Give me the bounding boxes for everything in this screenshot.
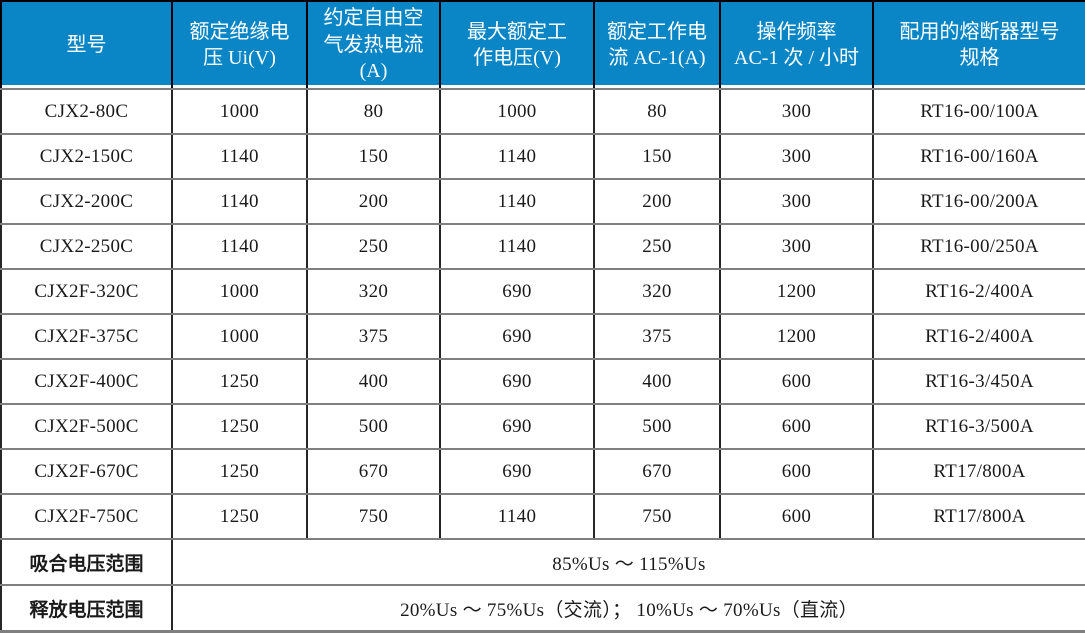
table-row: CJX2-80C 1000 80 1000 80 300 RT16-00/100A — [0, 88, 1085, 135]
value-cell: 300 — [719, 178, 874, 225]
value-cell: 300 — [719, 133, 874, 180]
value-cell: 1140 — [439, 178, 595, 225]
value-cell: 600 — [719, 358, 874, 405]
value-cell: 1140 — [171, 178, 308, 225]
release-voltage-value: 20%Us ～ 75%Us（交流）； 10%Us ～ 70%Us（直流） — [171, 584, 1085, 633]
value-cell: 690 — [439, 448, 595, 495]
value-cell: 1200 — [719, 268, 874, 315]
value-cell: 1140 — [171, 133, 308, 180]
table-row: CJX2F-670C 1250 670 690 670 600 RT17/800A — [0, 448, 1085, 495]
value-cell: 1000 — [171, 268, 308, 315]
col-header-fuse-spec: 配用的熔断器型号 规格 — [872, 0, 1085, 90]
value-cell: 500 — [593, 403, 721, 450]
value-cell: 80 — [593, 88, 721, 135]
value-cell: 1250 — [171, 448, 308, 495]
model-cell: CJX2F-500C — [0, 403, 173, 450]
pickup-voltage-label: 吸合电压范围 — [0, 538, 173, 586]
value-cell: RT16-3/500A — [872, 403, 1085, 450]
table-footer: 吸合电压范围 85%Us ～ 115%Us 释放电压范围 20%Us ～ 75%… — [0, 538, 1085, 633]
value-cell: RT16-00/200A — [872, 178, 1085, 225]
value-cell: RT16-00/100A — [872, 88, 1085, 135]
value-cell: 250 — [593, 223, 721, 270]
value-cell: RT16-00/160A — [872, 133, 1085, 180]
value-cell: 690 — [439, 403, 595, 450]
value-cell: 150 — [593, 133, 721, 180]
value-cell: 1140 — [439, 133, 595, 180]
table-header: 型号 额定绝缘电 压 Ui(V) 约定自由空 气发热电流 (A) 最大额定工 作… — [0, 0, 1085, 90]
value-cell: 690 — [439, 358, 595, 405]
value-cell: 320 — [593, 268, 721, 315]
value-cell: 400 — [593, 358, 721, 405]
value-cell: 1140 — [439, 223, 595, 270]
model-cell: CJX2-200C — [0, 178, 173, 225]
value-cell: RT17/800A — [872, 448, 1085, 495]
value-cell: 750 — [306, 493, 441, 540]
value-cell: 250 — [306, 223, 441, 270]
table-row: CJX2F-400C 1250 400 690 400 600 RT16-3/450A — [0, 358, 1085, 405]
value-cell: 400 — [306, 358, 441, 405]
value-cell: 200 — [593, 178, 721, 225]
release-voltage-row: 释放电压范围 20%Us ～ 75%Us（交流）； 10%Us ～ 70%Us（… — [0, 584, 1085, 633]
col-header-max-working-voltage: 最大额定工 作电压(V) — [439, 0, 595, 90]
col-header-model: 型号 — [0, 0, 173, 90]
model-cell: CJX2F-400C — [0, 358, 173, 405]
table-row: CJX2F-320C 1000 320 690 320 1200 RT16-2/400A — [0, 268, 1085, 315]
value-cell: 300 — [719, 223, 874, 270]
pickup-voltage-row: 吸合电压范围 85%Us ～ 115%Us — [0, 538, 1085, 586]
value-cell: 600 — [719, 493, 874, 540]
value-cell: RT16-3/450A — [872, 358, 1085, 405]
value-cell: 1140 — [171, 223, 308, 270]
value-cell: 500 — [306, 403, 441, 450]
table-row: CJX2-150C 1140 150 1140 150 300 RT16-00/160A — [0, 133, 1085, 180]
value-cell: 1000 — [439, 88, 595, 135]
value-cell: 1250 — [171, 403, 308, 450]
model-cell: CJX2F-320C — [0, 268, 173, 315]
value-cell: RT16-00/250A — [872, 223, 1085, 270]
value-cell: 300 — [719, 88, 874, 135]
value-cell: 320 — [306, 268, 441, 315]
value-cell: 1250 — [171, 358, 308, 405]
table-row: CJX2F-500C 1250 500 690 500 600 RT16-3/500A — [0, 403, 1085, 450]
col-header-conventional-thermal-current: 约定自由空 气发热电流 (A) — [306, 0, 441, 90]
value-cell: 80 — [306, 88, 441, 135]
value-cell: 375 — [306, 313, 441, 360]
value-cell: 600 — [719, 403, 874, 450]
col-header-rated-working-current: 额定工作电 流 AC-1(A) — [593, 0, 721, 90]
header-row: 型号 额定绝缘电 压 Ui(V) 约定自由空 气发热电流 (A) 最大额定工 作… — [0, 0, 1085, 90]
table-row: CJX2-200C 1140 200 1140 200 300 RT16-00/200A — [0, 178, 1085, 225]
table-row: CJX2-250C 1140 250 1140 250 300 RT16-00/250A — [0, 223, 1085, 270]
value-cell: 1140 — [439, 493, 595, 540]
value-cell: RT17/800A — [872, 493, 1085, 540]
value-cell: 690 — [439, 313, 595, 360]
value-cell: 1000 — [171, 313, 308, 360]
value-cell: RT16-2/400A — [872, 313, 1085, 360]
model-cell: CJX2F-670C — [0, 448, 173, 495]
model-cell: CJX2-150C — [0, 133, 173, 180]
value-cell: 670 — [306, 448, 441, 495]
value-cell: 375 — [593, 313, 721, 360]
table-row: CJX2F-750C 1250 750 1140 750 600 RT17/800A — [0, 493, 1085, 540]
value-cell: 1250 — [171, 493, 308, 540]
model-cell: CJX2F-375C — [0, 313, 173, 360]
value-cell: 1200 — [719, 313, 874, 360]
release-voltage-label: 释放电压范围 — [0, 584, 173, 633]
model-cell: CJX2-80C — [0, 88, 173, 135]
table-row: CJX2F-375C 1000 375 690 375 1200 RT16-2/400A — [0, 313, 1085, 360]
pickup-voltage-value: 85%Us ～ 115%Us — [171, 538, 1085, 586]
model-cell: CJX2-250C — [0, 223, 173, 270]
model-cell: CJX2F-750C — [0, 493, 173, 540]
col-header-rated-insulation-voltage: 额定绝缘电 压 Ui(V) — [171, 0, 308, 90]
value-cell: 600 — [719, 448, 874, 495]
table-body: CJX2-80C 1000 80 1000 80 300 RT16-00/100A CJX2-… — [0, 88, 1085, 540]
col-header-operating-frequency: 操作频率 AC-1 次 / 小时 — [719, 0, 874, 90]
value-cell: 670 — [593, 448, 721, 495]
value-cell: RT16-2/400A — [872, 268, 1085, 315]
value-cell: 750 — [593, 493, 721, 540]
value-cell: 200 — [306, 178, 441, 225]
value-cell: 1000 — [171, 88, 308, 135]
value-cell: 690 — [439, 268, 595, 315]
value-cell: 150 — [306, 133, 441, 180]
